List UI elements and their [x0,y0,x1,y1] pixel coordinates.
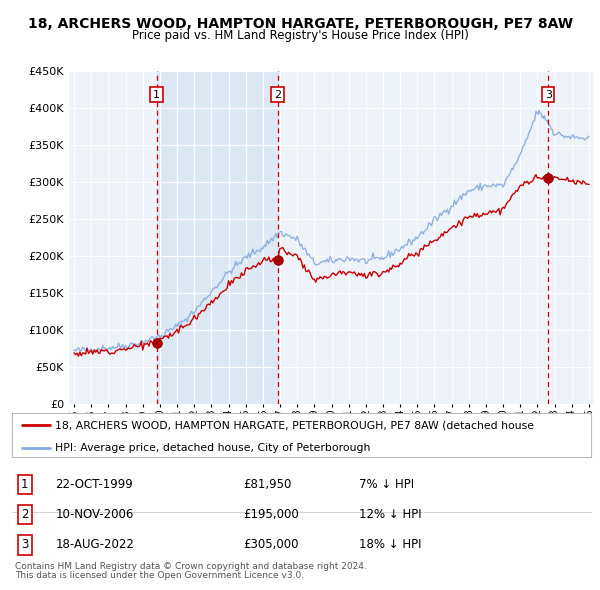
Bar [157,71,278,404]
Text: £195,000: £195,000 [244,508,299,521]
Text: 3: 3 [545,90,551,100]
Text: HPI: Average price, detached house, City of Peterborough: HPI: Average price, detached house, City… [55,442,371,453]
Text: 18-AUG-2022: 18-AUG-2022 [55,538,134,551]
Text: £81,950: £81,950 [244,478,292,491]
Text: Contains HM Land Registry data © Crown copyright and database right 2024.: Contains HM Land Registry data © Crown c… [15,562,367,571]
Text: 2: 2 [21,508,28,521]
Text: 10-NOV-2006: 10-NOV-2006 [55,508,134,521]
Text: 1: 1 [21,478,28,491]
Text: 3: 3 [21,538,28,551]
Text: £305,000: £305,000 [244,538,299,551]
Text: Price paid vs. HM Land Registry's House Price Index (HPI): Price paid vs. HM Land Registry's House … [131,29,469,42]
Text: 7% ↓ HPI: 7% ↓ HPI [359,478,415,491]
Text: 2: 2 [274,90,281,100]
Text: This data is licensed under the Open Government Licence v3.0.: This data is licensed under the Open Gov… [15,571,304,580]
Text: 22-OCT-1999: 22-OCT-1999 [55,478,133,491]
Text: 12% ↓ HPI: 12% ↓ HPI [359,508,422,521]
Text: 18% ↓ HPI: 18% ↓ HPI [359,538,422,551]
Text: 1: 1 [153,90,160,100]
Text: 18, ARCHERS WOOD, HAMPTON HARGATE, PETERBOROUGH, PE7 8AW (detached house: 18, ARCHERS WOOD, HAMPTON HARGATE, PETER… [55,421,535,430]
Text: 18, ARCHERS WOOD, HAMPTON HARGATE, PETERBOROUGH, PE7 8AW: 18, ARCHERS WOOD, HAMPTON HARGATE, PETER… [28,17,572,31]
